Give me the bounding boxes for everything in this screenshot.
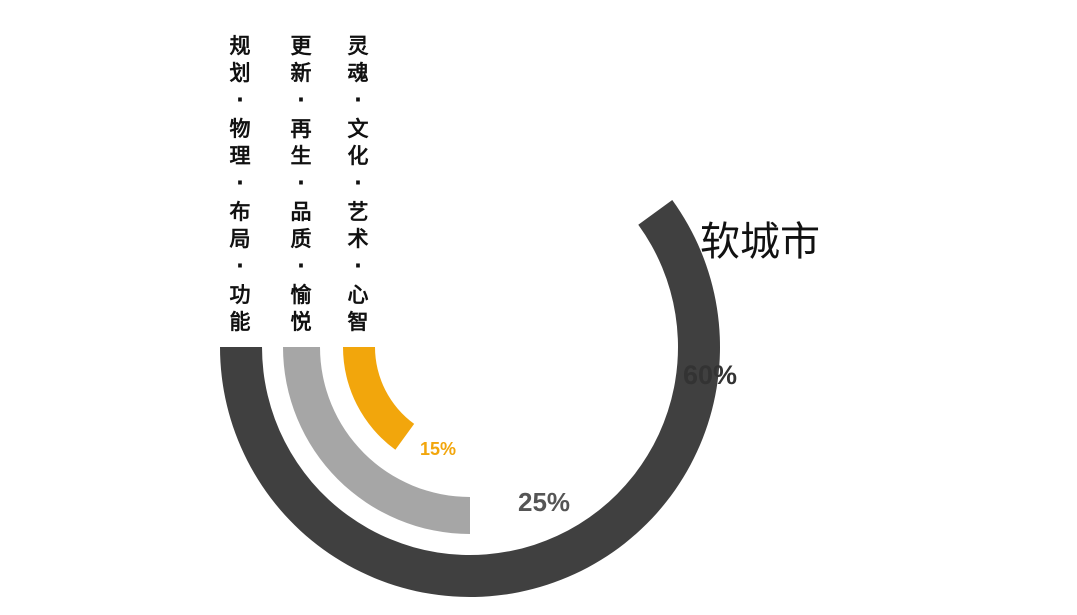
category-label-group: 规划·物理·布局·功能 更新·再生·品质·愉悦 灵魂·文化·艺术·心智 [230,34,370,334]
category-label-3: 灵魂·文化·艺术·心智 [348,34,370,334]
value-label-group: 60% 25% 15% [420,360,737,517]
value-label-3: 15% [420,439,456,459]
value-label-1: 60% [683,360,737,390]
arc-bar-2 [283,347,470,534]
category-label-2: 更新·再生·品质·愉悦 [291,34,313,334]
value-label-2: 25% [518,487,570,517]
arc-group [220,200,721,597]
category-label-1: 规划·物理·布局·功能 [230,34,251,334]
chart-title: 软城市 [700,219,820,265]
arc-bar-1 [220,200,721,597]
arc-bar-3 [343,347,415,450]
